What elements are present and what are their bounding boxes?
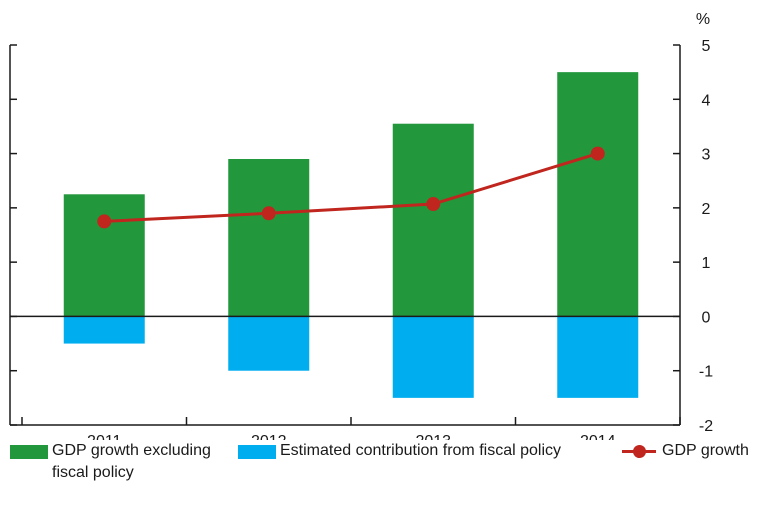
bars-layer [63,72,639,398]
bar-series1-2011 [63,194,145,317]
legend-swatch-green [10,445,48,459]
axes-layer: 5 4 3 2 1 0 -1 -2 2011 2012 2013 2014 [9,38,713,440]
legend-label-gdp-excl-fiscal-line1: GDP growth excluding [52,442,211,459]
x-tick-label-2013: 2013 [415,433,451,440]
y-axis-unit-label: % [696,11,710,28]
legend-item-gdp-growth: GDP growth [622,440,749,462]
bar-series1-2013 [392,123,474,317]
y-tick-label: 4 [702,92,711,109]
y-tick-label: 0 [702,309,711,326]
legend-label-fiscal-contribution: Estimated contribution from fiscal polic… [280,442,561,459]
y-tick-label: -2 [699,418,713,435]
bar-series2-2011 [63,316,145,344]
bar-series1-2014 [557,72,639,317]
y-tick-label: 1 [702,255,711,272]
legend: GDP growth excluding fiscal policy Estim… [0,440,766,512]
bar-series2-2014 [557,316,639,398]
gdp-growth-point-2014 [590,146,605,161]
bar-series2-2013 [392,316,474,398]
y-tick-label: -1 [699,364,713,381]
legend-label-gdp-excl-fiscal-line2: fiscal policy [52,464,134,481]
x-tick-label-2014: 2014 [580,433,616,440]
legend-swatch-blue [238,445,276,459]
gdp-growth-point-2013 [426,197,441,212]
bar-series2-2012 [228,316,310,371]
gdp-growth-line-layer [97,146,605,229]
gdp-growth-point-2011 [97,214,112,229]
gdp-growth-line [104,152,599,223]
legend-swatch-red-line [622,440,656,462]
legend-item-gdp-excl-fiscal: GDP growth excluding fiscal policy [10,440,211,484]
x-tick-label-2012: 2012 [251,433,287,440]
chart-area: % 5 4 3 2 1 0 -1 -2 2011 2012 2013 2014 [9,11,713,440]
y-tick-label: 2 [702,201,711,218]
gdp-growth-point-2012 [261,206,276,221]
x-tick-label-2011: 2011 [87,433,122,440]
bar-series1-2012 [228,159,310,317]
legend-item-fiscal-contribution: Estimated contribution from fiscal polic… [238,440,561,462]
legend-label-gdp-growth: GDP growth [662,442,749,459]
y-tick-label: 3 [702,147,711,164]
y-tick-label: 5 [702,38,711,55]
